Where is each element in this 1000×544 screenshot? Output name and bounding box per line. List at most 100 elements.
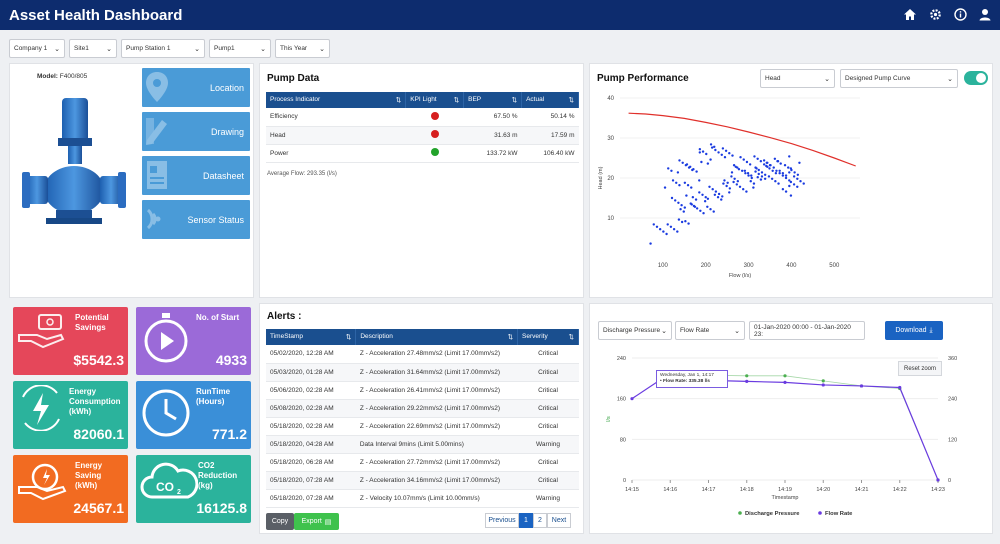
sensor-status-button[interactable]: Sensor Status — [142, 200, 250, 239]
pump-performance-chart: 10 20 30 40 100 200 300 400 500 Flow (l/s) Head (m… — [598, 96, 860, 279]
sort-icon: ⇅ — [345, 334, 352, 341]
description-cell: Data Interval 9mins (Limit 5.00mins) — [355, 435, 518, 454]
chevron-down-icon: ⌄ — [824, 75, 830, 83]
next-page-button[interactable]: Next — [547, 513, 571, 528]
x-tick-label: 100 — [658, 263, 669, 269]
timestamp-cell: 05/02/2020, 12:28 AM — [266, 345, 356, 364]
column-header[interactable]: Actual ⇅ — [521, 92, 579, 108]
severity-cell: Critical — [517, 399, 579, 418]
status-dot — [430, 111, 439, 120]
alerts-table: TimeStamp ⇅ Description ⇅ Serverity ⇅ 05/02… — [266, 329, 579, 508]
scatter-point — [701, 150, 705, 153]
scatter-point — [776, 160, 780, 163]
scatter-point — [757, 172, 760, 176]
pump-station-select[interactable]: Pump Station 1 ⌄ — [121, 39, 205, 58]
wifi-signal-icon — [146, 208, 161, 230]
table-row: 05/18/2020, 06:28 AM Z - Acceleration 27.… — [266, 453, 579, 472]
site-select[interactable]: Site1 ⌄ — [69, 39, 117, 58]
model-info: Model: F400/805 — [37, 73, 87, 80]
copy-button[interactable]: Copy — [266, 513, 294, 530]
column-header[interactable]: KPI Light ⇅ — [405, 92, 465, 108]
reset-zoom-button[interactable]: Reset zoom — [898, 361, 942, 376]
column-header[interactable]: Process Indicator ⇅ — [266, 92, 407, 108]
scatter-point — [678, 184, 681, 187]
gear-icon[interactable] — [928, 6, 942, 22]
metric-select[interactable]: Head ⌄ — [760, 69, 835, 88]
chart-tooltip: Wednesday, Jan 1, 14:17 • Flow Rate: 335… — [656, 370, 728, 388]
scatter-point — [788, 171, 791, 174]
table-row: 05/03/2020, 01:28 AM Z - Acceleration 31.… — [266, 363, 579, 382]
scatter-point — [788, 184, 791, 188]
scatter-point — [706, 162, 710, 165]
bep-cell: 31.63 m — [463, 126, 522, 145]
trend-series-1-select[interactable]: Discharge Pressure ⌄ — [598, 321, 672, 340]
chevron-down-icon: ⌄ — [661, 327, 667, 335]
user-icon[interactable] — [978, 6, 992, 22]
y-left-tick-label: 80 — [620, 437, 626, 443]
column-header[interactable]: BEP ⇅ — [463, 92, 523, 108]
scatter-point — [753, 155, 756, 158]
x-tick-label: 14:22 — [893, 487, 907, 493]
description-cell: Z - Acceleration 26.41mm/s2 (Limit 17.00… — [355, 381, 518, 400]
indicator-cell: Efficiency — [266, 108, 406, 127]
trend-series-2-select[interactable]: Flow Rate ⌄ — [675, 321, 745, 340]
scatter-point — [666, 223, 669, 226]
date-range-value: 01-Jan-2020 00:00 - 01-Jan-2020 23: — [754, 323, 851, 338]
x-tick-label: 200 — [701, 263, 712, 269]
column-header[interactable]: TimeStamp ⇅ — [266, 329, 357, 345]
scatter-point — [739, 156, 742, 159]
home-icon[interactable] — [903, 6, 917, 22]
scatter-point — [772, 166, 775, 169]
scatter-point — [685, 194, 688, 197]
legend-label: Flow Rate — [825, 511, 853, 517]
scatter-point — [670, 169, 673, 172]
scatter-point — [692, 168, 695, 171]
timestamp-cell: 05/06/2020, 02:28 AM — [266, 381, 356, 400]
legend-marker — [818, 511, 822, 515]
scatter-point — [759, 178, 763, 181]
datasheet-button[interactable]: Datasheet — [142, 156, 250, 195]
pagination: Previous 1 2 Next — [485, 513, 571, 528]
scatter-point — [760, 171, 764, 174]
location-button[interactable]: Location — [142, 68, 250, 107]
scatter-point — [763, 173, 767, 176]
scatter-point — [716, 196, 720, 199]
scatter-point — [777, 182, 780, 185]
scatter-point — [709, 208, 712, 211]
page-2-button[interactable]: 2 — [533, 513, 547, 528]
date-range-input[interactable]: 01-Jan-2020 00:00 - 01-Jan-2020 23: — [749, 321, 865, 340]
description-cell: Z - Acceleration 31.64mm/s2 (Limit 17.00… — [355, 363, 518, 382]
data-point — [630, 397, 634, 401]
scatter-point — [781, 172, 785, 175]
export-button[interactable]: Export ▤ — [294, 513, 339, 530]
column-header[interactable]: Description ⇅ — [355, 329, 519, 345]
timestamp-cell: 05/18/2020, 07:28 AM — [266, 489, 356, 508]
pump-select[interactable]: Pump1 ⌄ — [209, 39, 271, 58]
y-left-tick-label: 160 — [617, 397, 626, 403]
sort-icon: ⇅ — [511, 97, 518, 104]
period-select[interactable]: This Year ⌄ — [275, 39, 330, 58]
description-cell: Z - Acceleration 29.22mm/s2 (Limit 17.00… — [355, 399, 518, 418]
scatter-point — [706, 197, 710, 200]
scatter-point — [756, 176, 759, 179]
pump-data-title: Pump Data — [267, 73, 320, 84]
table-row: 05/02/2020, 12:28 AM Z - Acceleration 27.… — [266, 345, 579, 364]
column-header[interactable]: Serverity ⇅ — [517, 329, 579, 345]
previous-page-button[interactable]: Previous — [485, 513, 519, 528]
kpi-value: $5542.3 — [73, 352, 124, 368]
company-select[interactable]: Company 1 ⌄ — [9, 39, 65, 58]
info-icon[interactable] — [953, 6, 967, 22]
drawing-button[interactable]: Drawing — [142, 112, 250, 151]
page-1-button[interactable]: 1 — [519, 513, 533, 528]
kpi-light-cell — [405, 144, 464, 163]
curve-select[interactable]: Designed Pump Curve ⌄ — [840, 69, 958, 88]
x-tick-label: 14:20 — [816, 487, 830, 493]
scatter-point — [710, 146, 714, 149]
severity-cell: Critical — [517, 381, 579, 400]
scatter-point — [709, 158, 712, 161]
kpi-value: 4933 — [215, 352, 247, 368]
scatter-point — [722, 182, 725, 185]
curve-toggle[interactable] — [964, 71, 988, 85]
download-button[interactable]: Download ⤓ — [885, 321, 943, 340]
alerts-header-row: TimeStamp ⇅ Description ⇅ Serverity ⇅ — [266, 329, 579, 345]
